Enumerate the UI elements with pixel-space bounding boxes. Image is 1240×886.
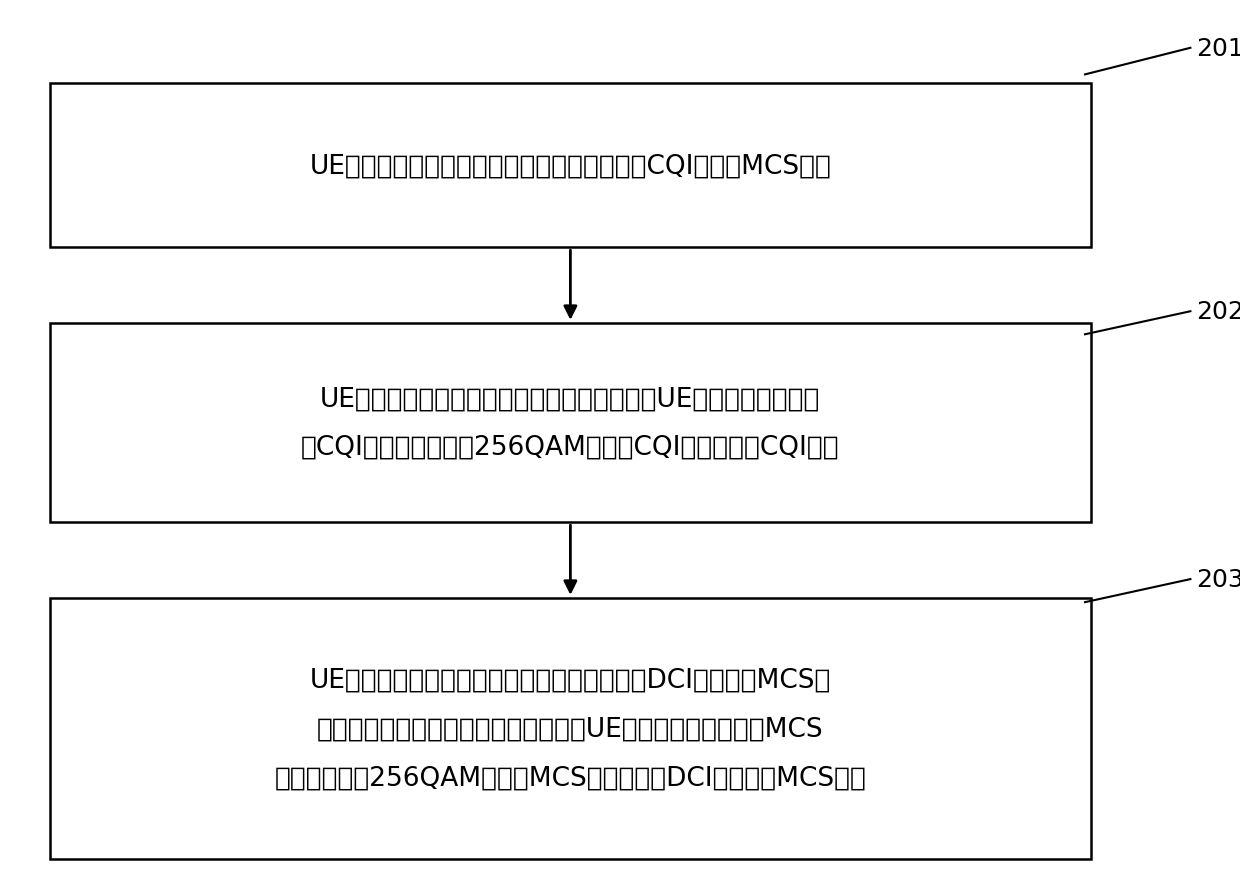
- Text: UE接收基站发送的下行调度信息，并根据其中DCI信息中的MCS信: UE接收基站发送的下行调度信息，并根据其中DCI信息中的MCS信: [310, 667, 831, 693]
- Bar: [50, 598, 1091, 859]
- Text: 的CQI表格或者支持了256QAM调制的CQI表格来报告CQI信息: 的CQI表格或者支持了256QAM调制的CQI表格来报告CQI信息: [301, 434, 839, 461]
- Bar: [50, 84, 1091, 248]
- Bar: [50, 323, 1091, 523]
- Text: 息，相应地接收基站发送的下行数据，UE可以按照后向兼容的MCS: 息，相应地接收基站发送的下行数据，UE可以按照后向兼容的MCS: [317, 716, 823, 742]
- Text: 201: 201: [1197, 36, 1240, 61]
- Text: 表格或者支持256QAM调制的MCS表格来处理DCI信息中的MCS信息: 表格或者支持256QAM调制的MCS表格来处理DCI信息中的MCS信息: [274, 765, 867, 790]
- Text: UE接收基站的发送的配置信息，并相应地调整CQI表格和MCS表格: UE接收基站的发送的配置信息，并相应地调整CQI表格和MCS表格: [310, 153, 831, 179]
- Text: 202: 202: [1197, 299, 1240, 324]
- Text: 203: 203: [1197, 567, 1240, 592]
- Text: UE测量并向基站报告下行信道质量指示信息，UE可以按照后向兼容: UE测量并向基站报告下行信道质量指示信息，UE可以按照后向兼容: [320, 385, 821, 412]
